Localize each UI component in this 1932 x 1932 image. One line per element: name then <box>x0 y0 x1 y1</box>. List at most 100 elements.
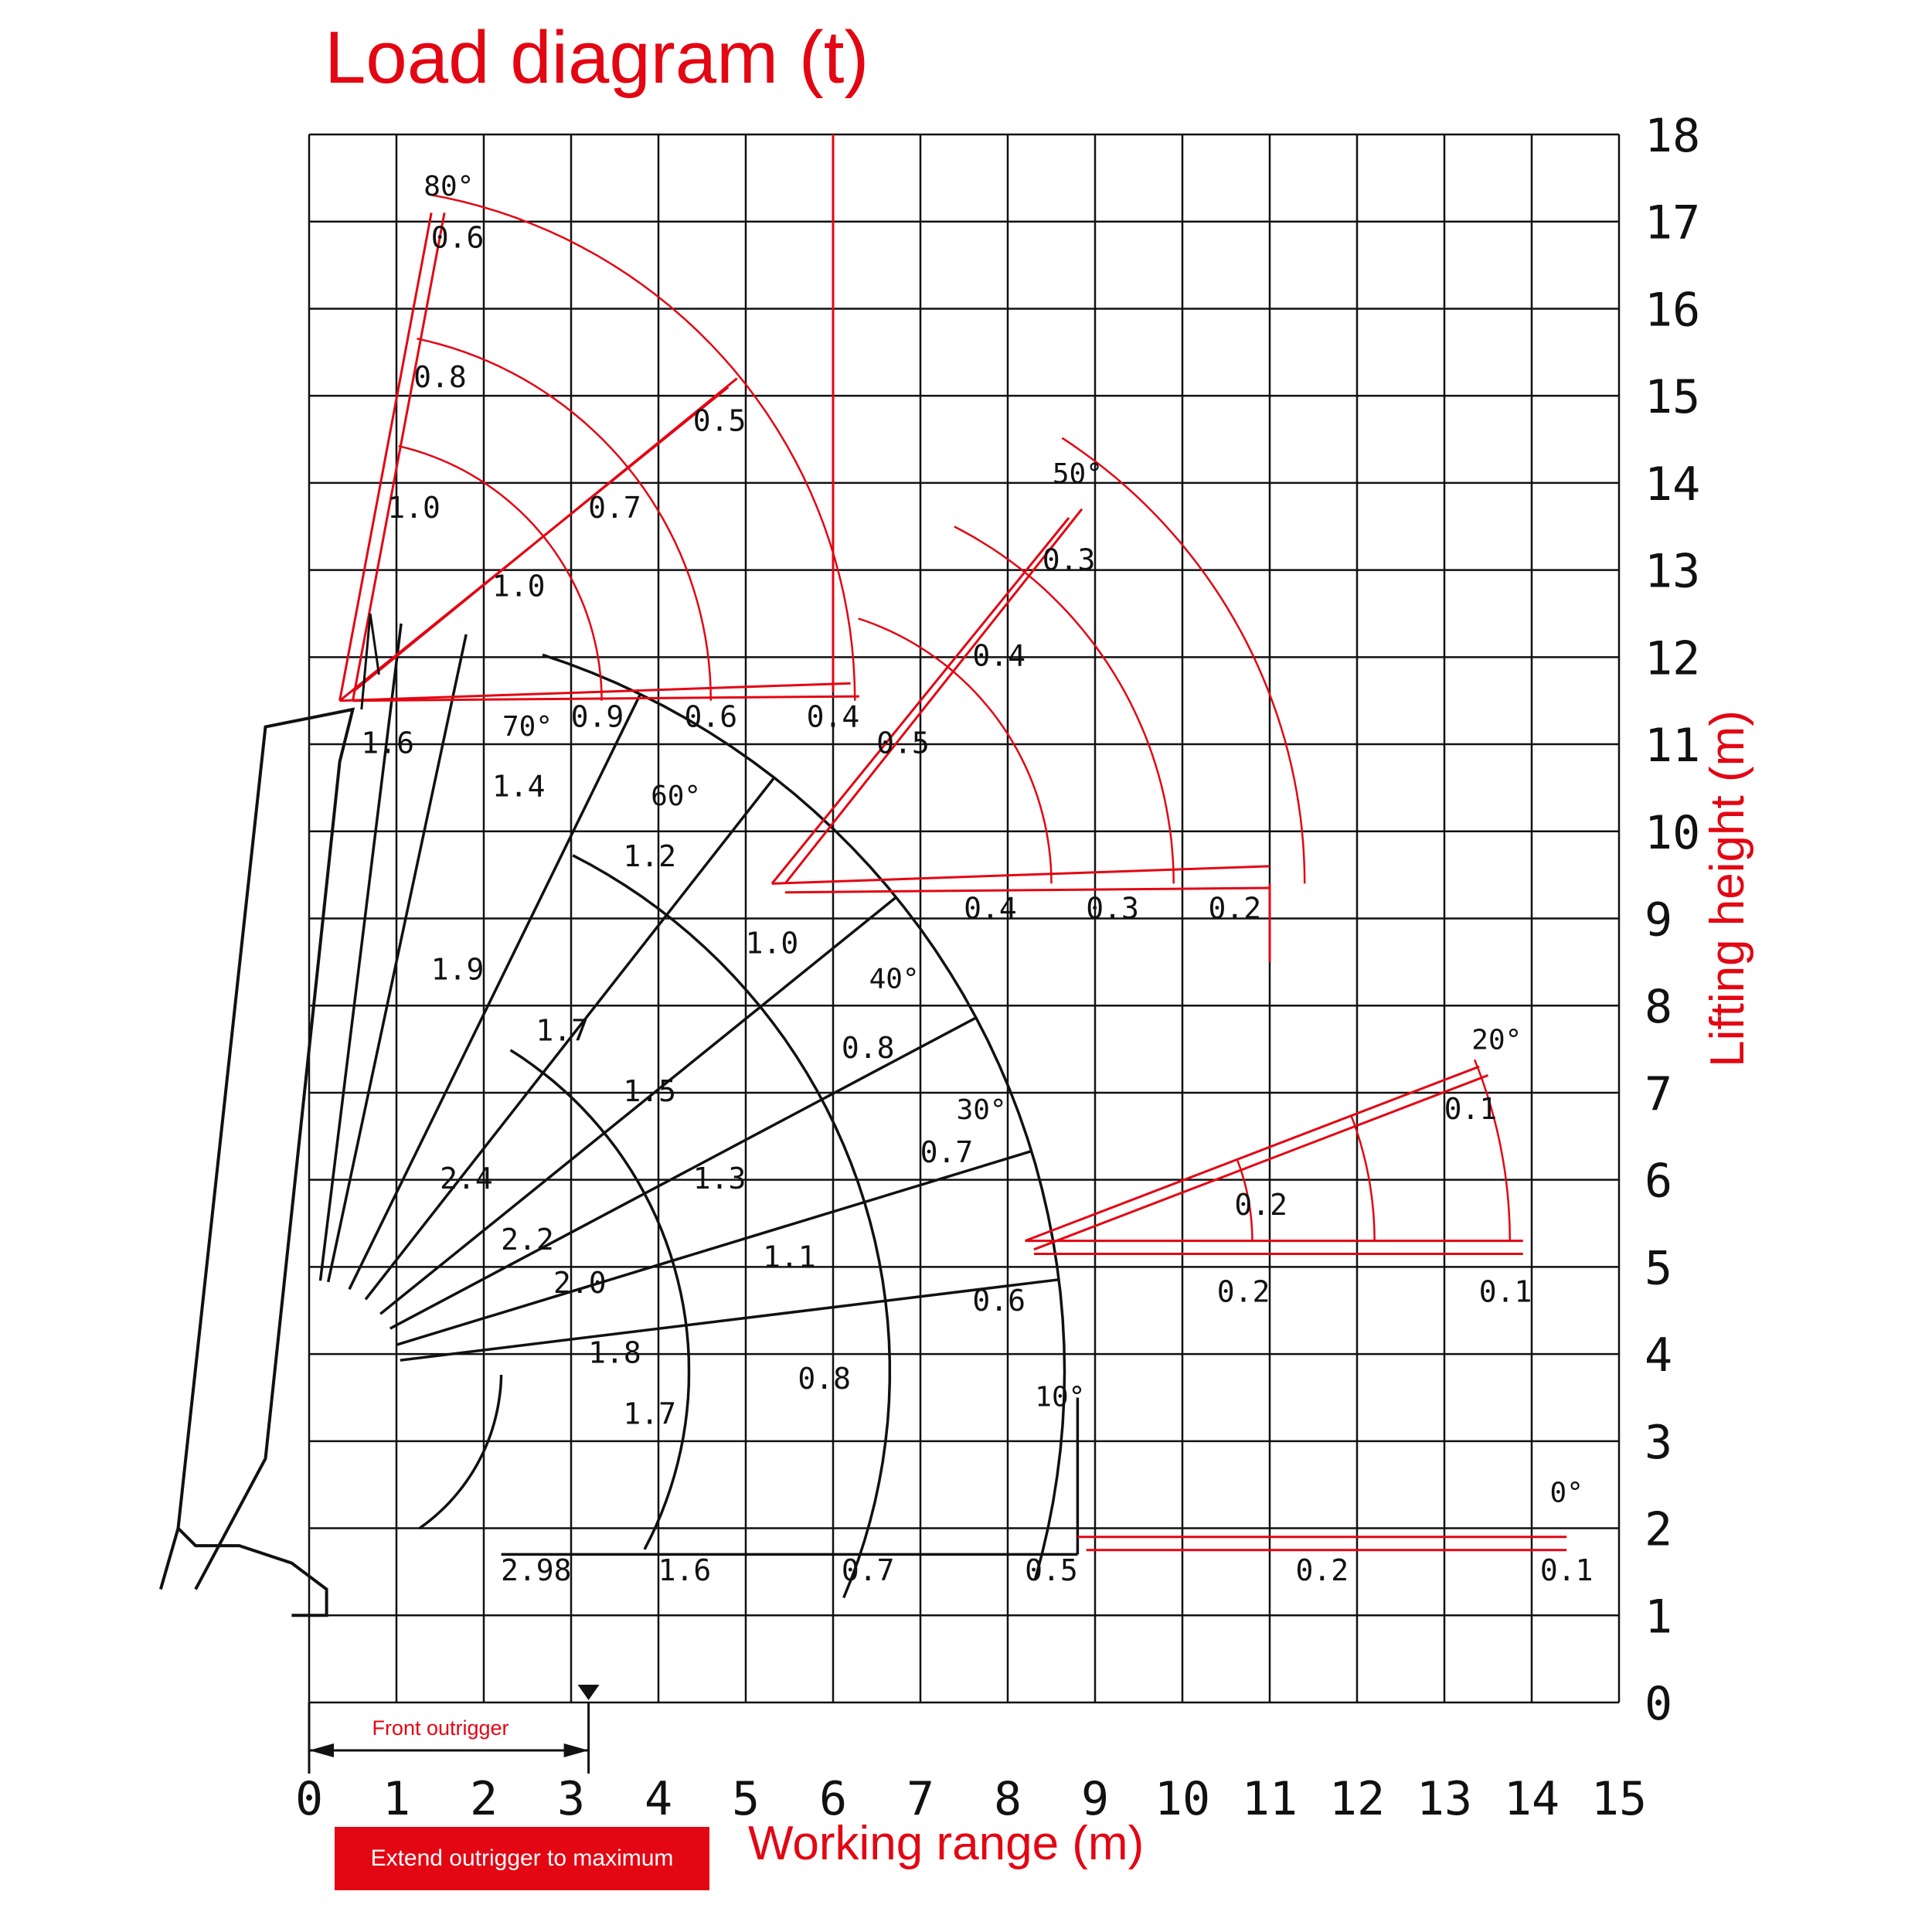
black-load-label: 1.6 <box>361 726 414 760</box>
red-arc-4 <box>858 617 1053 884</box>
y-tick-label: 9 <box>1645 893 1672 947</box>
front-outrigger-label: Front outrigger <box>372 1716 509 1740</box>
x-tick-label: 14 <box>1504 1772 1560 1826</box>
x-tick-label: 2 <box>470 1772 498 1826</box>
black-load-label: 1.7 <box>623 1396 676 1430</box>
x-tick-label: 7 <box>906 1772 934 1826</box>
red-load-label: 0.2 <box>1295 1553 1349 1587</box>
red-boom-50 <box>770 517 1070 885</box>
x-tick-label: 3 <box>557 1772 585 1826</box>
envelope-radial-5 <box>389 1016 977 1330</box>
y-tick-label: 4 <box>1645 1328 1672 1383</box>
black-load-label: 0.8 <box>798 1362 851 1396</box>
red-load-label: 0.6 <box>684 700 737 734</box>
boom-tip <box>360 613 380 710</box>
outrigger-marker <box>577 1685 600 1700</box>
black-load-label: 1.1 <box>763 1240 816 1274</box>
x-tick-label: 4 <box>645 1772 672 1826</box>
red-boom-40-b <box>352 377 738 693</box>
y-tick-label: 14 <box>1645 457 1700 512</box>
black-load-label: 1.8 <box>588 1335 641 1369</box>
red-load-label: 0.5 <box>876 726 930 760</box>
grid <box>308 133 1621 1704</box>
black-load-label: 1.4 <box>492 770 546 804</box>
black-load-label: 0.6 <box>972 1284 1026 1318</box>
angle-label: 60° <box>651 781 701 812</box>
red-arc-6 <box>1061 437 1306 884</box>
crane-base <box>158 613 380 1617</box>
black-load-label: 1.6 <box>658 1553 712 1587</box>
x-tick-label: 13 <box>1417 1772 1472 1826</box>
x-tick-label: 8 <box>994 1772 1022 1826</box>
angle-label: 40° <box>869 964 920 995</box>
red-load-label: 0.8 <box>413 360 467 394</box>
red-load-label: 0.1 <box>1479 1274 1532 1308</box>
black-load-label: 0.7 <box>920 1135 974 1169</box>
envelope-arc-2 <box>509 1049 691 1550</box>
angle-label: 70° <box>502 711 553 743</box>
angle-label: 10° <box>1035 1382 1085 1413</box>
red-load-label: 1.0 <box>387 491 440 525</box>
black-load-label: 2.2 <box>501 1223 554 1257</box>
y-tick-label: 8 <box>1645 980 1672 1034</box>
red-load-label: 0.6 <box>431 221 485 255</box>
red-boom-50-b <box>784 508 1083 885</box>
envelope-arc-1 <box>418 1374 503 1530</box>
x-tick-label: 0 <box>295 1772 323 1826</box>
black-load-label: 2.0 <box>553 1266 607 1300</box>
envelope-radial-3 <box>364 777 776 1301</box>
red-boom-0 <box>339 682 851 702</box>
red-load-label: 0.2 <box>1234 1188 1287 1222</box>
envelope-radial-7 <box>400 1278 1060 1362</box>
working-envelope <box>318 623 1080 1599</box>
x-tick-label: 15 <box>1591 1772 1647 1826</box>
y-tick-label: 11 <box>1645 719 1700 773</box>
red-load-label: 0.5 <box>693 403 747 437</box>
red-load-label: 0.9 <box>571 700 624 734</box>
red-boom-0-b <box>352 695 859 702</box>
envelope-radial-2 <box>348 693 642 1291</box>
y-tick-label: 7 <box>1645 1067 1672 1121</box>
x-tick-label: 1 <box>383 1772 410 1826</box>
y-tick-label: 18 <box>1645 109 1700 163</box>
red-boom-80 <box>338 213 433 701</box>
angle-label: 80° <box>423 171 474 202</box>
envelope-radial-6 <box>396 1149 1032 1346</box>
red-load-label: 0.2 <box>1208 892 1261 926</box>
red-load-label: 0.4 <box>972 639 1026 673</box>
y-tick-label: 5 <box>1645 1241 1672 1295</box>
outrigger-arrow-right <box>563 1743 589 1757</box>
x-axis-label: Working range (m) <box>748 1817 1145 1870</box>
red-load-label: 0.3 <box>1043 543 1096 577</box>
red-boom-20 <box>1025 1065 1480 1243</box>
y-tick-label: 10 <box>1645 806 1700 860</box>
y-tick-label: 3 <box>1645 1416 1672 1470</box>
axis-ticks: 0 1 2 3 4 5 6 7 8 9 10 11 12 13 14 15012345678910111213… <box>295 109 1700 1826</box>
y-tick-label: 6 <box>1645 1155 1672 1209</box>
y-tick-label: 1 <box>1645 1590 1672 1644</box>
black-load-label: 0.7 <box>842 1553 895 1587</box>
black-load-label: 1.2 <box>623 839 676 873</box>
red-load-label: 0.7 <box>588 491 641 525</box>
red-arc-5 <box>954 526 1175 884</box>
black-load-label: 0.5 <box>1025 1553 1078 1587</box>
angle-label: 20° <box>1471 1025 1522 1056</box>
outrigger-note-badge: Extend outrigger to maximum <box>335 1827 709 1890</box>
red-arc-1 <box>398 444 603 701</box>
boom-positions <box>338 134 1567 1552</box>
crane-foot <box>177 1527 328 1617</box>
y-tick-label: 17 <box>1645 196 1700 250</box>
angle-label: 50° <box>1053 458 1103 490</box>
red-boom-20-b <box>1033 1073 1489 1251</box>
load-labels: 1.6 1.4 1.2 1.0 1.9 1.7 0.8 1.5 0.7 1.3 2.42.2 1.1 2… <box>361 171 1593 1587</box>
black-load-label: 1.5 <box>623 1074 676 1108</box>
x-tick-label: 12 <box>1329 1772 1385 1826</box>
red-boom-50-h <box>771 865 1270 885</box>
red-load-label: 0.3 <box>1086 892 1139 926</box>
y-tick-label: 2 <box>1645 1503 1672 1557</box>
outrigger-dimension: Front outrigger <box>308 1685 600 1774</box>
red-arc-3 <box>429 193 856 701</box>
red-arc-7 <box>1236 1159 1253 1241</box>
envelope-arc-3 <box>572 854 892 1599</box>
